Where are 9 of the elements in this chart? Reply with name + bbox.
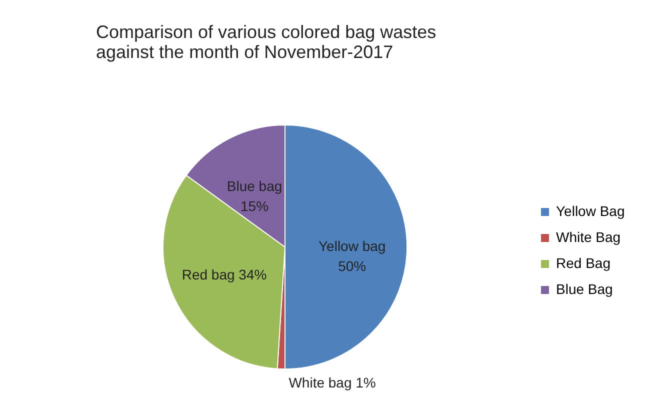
legend-label: White Bag [556,229,621,245]
legend-label: Red Bag [556,255,610,271]
data-label: White bag 1% [288,374,376,391]
data-label: Red bag 34% [182,266,267,283]
legend-label: Yellow Bag [556,203,625,219]
data-label: Yellow bag 50% [318,238,386,274]
chart-title: Comparison of various colored bag wastes against the month of November-2017 [96,22,436,62]
legend-label: Blue Bag [556,281,613,297]
data-label: Blue bag 15% [226,178,282,214]
